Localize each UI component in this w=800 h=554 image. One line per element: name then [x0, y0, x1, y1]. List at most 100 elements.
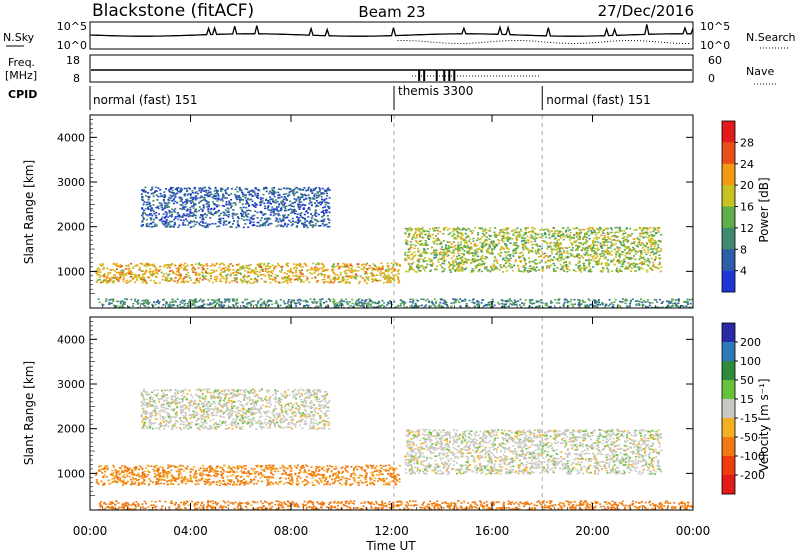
power-echo-3-519 [526, 239, 529, 241]
power-echo-2-1127 [192, 198, 194, 201]
power-echo-2-339 [223, 205, 226, 207]
power-echo-3-702 [567, 252, 570, 255]
power-echo-3-1840 [486, 250, 489, 252]
power-echo-3-372 [646, 264, 649, 266]
power-echo-3-146 [650, 237, 652, 240]
power-echo-2-938 [322, 220, 325, 223]
power-echo-2-1140 [169, 194, 172, 197]
power-echo-2-932 [145, 218, 148, 221]
power-echo-3-913 [502, 257, 505, 259]
power-echo-3-214 [545, 236, 548, 239]
power-echo-3-1001 [505, 255, 508, 257]
power-echo-3-1786 [507, 232, 510, 235]
power-echo-2-400 [152, 195, 155, 198]
power-echo-1-57 [96, 270, 99, 272]
power-echo-2-767 [142, 203, 145, 206]
power-echo-3-1250 [584, 248, 587, 250]
power-echo-1-892 [99, 271, 102, 273]
power-echo-2-897 [178, 196, 181, 199]
power-echo-2-1179 [310, 189, 313, 192]
power-echo-1-673 [121, 265, 123, 267]
power-echo-3-1417 [622, 245, 625, 247]
power-echo-2-1211 [203, 198, 206, 200]
power-echo-2-2 [287, 195, 289, 197]
power-echo-4-579 [275, 300, 278, 302]
power-echo-3-399 [468, 228, 471, 230]
power-echo-2-1027 [324, 201, 327, 204]
power-echo-4-64 [502, 300, 505, 302]
power-echo-3-637 [412, 236, 415, 239]
power-echo-1-10 [331, 270, 334, 272]
power-echo-2-334 [152, 210, 155, 213]
power-echo-2-1071 [313, 195, 316, 198]
power-echo-1-978 [151, 263, 154, 266]
power-echo-2-860 [191, 190, 194, 192]
power-echo-1-874 [112, 282, 115, 284]
power-echo-2-393 [328, 206, 331, 208]
power-echo-3-1777 [583, 262, 585, 265]
power-echo-3-151 [598, 231, 601, 233]
power-echo-3-1190 [534, 238, 537, 240]
power-echo-2-737 [150, 218, 153, 220]
power-echo-2-29 [275, 225, 278, 228]
power-echo-1-7 [396, 270, 399, 273]
power-echo-1-886 [390, 277, 393, 279]
power-echo-4-290 [267, 300, 269, 302]
power-echo-3-1407 [603, 229, 605, 231]
power-echo-1-845 [287, 276, 289, 279]
power-echo-1-881 [178, 278, 181, 280]
power-echo-1-841 [381, 268, 384, 270]
power-echo-2-961 [269, 199, 272, 201]
power-echo-3-1105 [604, 258, 607, 260]
power-echo-1-573 [129, 279, 132, 282]
power-echo-3-125 [578, 257, 581, 259]
power-echo-4-235 [566, 301, 569, 304]
power-echo-1-106 [223, 264, 226, 266]
power-echo-2-761 [284, 205, 287, 208]
power-echo-1-813 [183, 281, 186, 284]
power-echo-2-1221 [309, 220, 312, 223]
power-echo-3-1605 [548, 266, 551, 269]
power-echo-3-1630 [561, 235, 564, 238]
power-echo-3-105 [588, 258, 591, 261]
power-echo-3-667 [412, 261, 415, 264]
power-echo-3-337 [619, 270, 622, 272]
power-echo-1-547 [131, 278, 134, 280]
power-echo-2-783 [311, 221, 314, 223]
power-echo-3-331 [437, 261, 440, 263]
power-echo-4-138 [686, 298, 689, 301]
power-echo-2-204 [267, 217, 270, 219]
power-echo-1-661 [384, 277, 387, 279]
power-echo-1-465 [181, 281, 184, 284]
power-echo-4-408 [399, 299, 402, 301]
power-echo-2-155 [204, 194, 206, 196]
power-echo-2-1156 [290, 212, 293, 214]
power-echo-3-35 [495, 260, 498, 263]
power-echo-3-1491 [505, 231, 508, 233]
power-echo-3-499 [532, 238, 535, 240]
power-echo-4-345 [228, 298, 231, 301]
power-echo-1-566 [132, 267, 135, 269]
power-echo-3-529 [435, 235, 437, 237]
power-echo-1-247 [318, 268, 320, 270]
power-echo-3-905 [595, 252, 598, 255]
power-echo-1-949 [134, 274, 137, 276]
power-echo-2-1233 [301, 194, 304, 197]
power-echo-3-537 [651, 238, 654, 240]
power-echo-1-906 [349, 264, 352, 266]
power-echo-1-607 [267, 262, 270, 265]
power-echo-3-651 [501, 239, 504, 242]
power-echo-3-671 [586, 247, 589, 249]
power-echo-3-1809 [493, 264, 496, 267]
power-echo-4-383 [170, 306, 173, 308]
power-echo-2-574 [230, 226, 233, 228]
power-echo-3-920 [585, 241, 588, 244]
power-echo-3-150 [569, 253, 572, 255]
power-echo-1-695 [246, 267, 249, 269]
power-echo-3-1582 [419, 253, 422, 256]
power-echo-3-782 [476, 237, 479, 239]
power-echo-3-1459 [404, 258, 407, 260]
power-echo-2-244 [228, 213, 230, 216]
power-echo-3-1088 [644, 245, 647, 247]
power-echo-3-432 [600, 234, 603, 236]
